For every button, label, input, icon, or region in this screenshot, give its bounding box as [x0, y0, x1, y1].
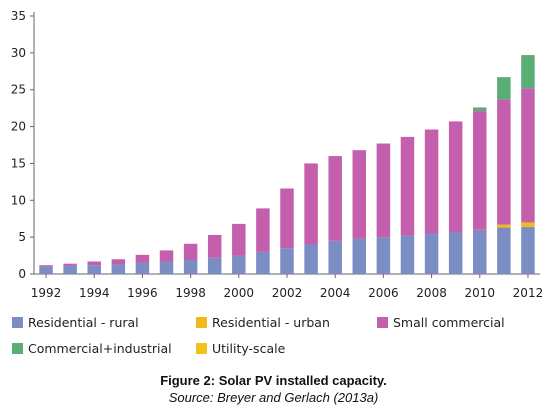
bar-segment	[87, 265, 101, 274]
bar-segment	[232, 255, 246, 274]
x-tick-label: 2008	[416, 286, 447, 300]
bar-segment	[328, 156, 342, 241]
legend-label: Commercial+industrial	[28, 341, 172, 356]
bar-segment	[352, 238, 367, 274]
bar-segment	[448, 121, 463, 232]
bar-segment	[521, 226, 535, 274]
bar-segment	[521, 222, 535, 227]
bar-segment	[63, 265, 77, 274]
y-tick-label: 30	[11, 46, 26, 60]
bar-segment	[497, 99, 511, 225]
bar-segment	[232, 223, 246, 256]
chart: 0 5 10 15 20 25 30 35 1992 1994 1996 1998 2000 2002 20…	[11, 9, 544, 356]
x-tick-label: 2000	[224, 286, 255, 300]
legend-label: Residential - rural	[28, 315, 139, 330]
bar-segment	[280, 188, 294, 249]
bar-segment	[497, 224, 511, 228]
bar-segment	[159, 250, 174, 262]
y-tick-label: 35	[11, 9, 26, 23]
x-tick-label: 1996	[127, 286, 158, 300]
bar-segment	[183, 243, 198, 260]
caption-title: Figure 2: Solar PV installed capacity.	[160, 373, 387, 388]
x-tick-label: 1994	[79, 286, 110, 300]
bar-segment	[328, 240, 342, 274]
bar-segment	[63, 263, 77, 266]
bar-segment	[207, 234, 222, 258]
x-tick-label: 2012	[513, 286, 544, 300]
x-tick-label: 2004	[320, 286, 351, 300]
legend-swatch	[377, 317, 388, 328]
tick-labels: 0 5 10 15 20 25 30 35 1992 1994 1996 1998 2000 2002 20…	[11, 9, 544, 300]
bar-segment	[473, 229, 487, 274]
bar-segment	[159, 261, 174, 274]
bar-segment	[400, 235, 415, 274]
bar-segment	[183, 259, 198, 274]
y-tick-label: 20	[11, 120, 26, 134]
legend: Residential - rural Residential - urban Sm…	[12, 315, 505, 356]
bar-segment	[376, 237, 391, 274]
bar-segment	[497, 77, 511, 100]
legend-label: Residential - urban	[212, 315, 330, 330]
bar-segment	[400, 136, 415, 236]
bar-segment	[376, 143, 391, 238]
bar-segment	[304, 163, 318, 245]
bar-segment	[135, 262, 150, 274]
legend-swatch	[12, 317, 23, 328]
x-tick-label: 2002	[272, 286, 303, 300]
caption-source: Source: Breyer and Gerlach (2013a)	[168, 390, 379, 405]
bar-segment	[111, 264, 126, 274]
legend-label: Small commercial	[393, 315, 505, 330]
legend-swatch	[196, 317, 207, 328]
bar-segment	[135, 254, 150, 263]
legend-label: Utility-scale	[212, 341, 286, 356]
bars	[39, 55, 535, 274]
bar-segment	[448, 231, 463, 274]
legend-swatch	[12, 343, 23, 354]
bar-segment	[521, 88, 535, 223]
bar-segment	[424, 233, 439, 274]
legend-swatch	[196, 343, 207, 354]
bar-segment	[280, 248, 294, 274]
y-tick-label: 0	[18, 267, 26, 281]
y-tick-label: 15	[11, 156, 26, 170]
x-tick-label: 2010	[464, 286, 495, 300]
bar-segment	[39, 265, 53, 267]
bar-segment	[424, 129, 439, 234]
bar-segment	[521, 55, 535, 89]
bar-segment	[87, 261, 101, 266]
x-tick-label: 2006	[368, 286, 399, 300]
bar-segment	[111, 259, 126, 265]
bar-segment	[352, 150, 367, 239]
bar-segment	[304, 244, 318, 274]
bar-segment	[256, 208, 270, 252]
bar-segment	[39, 266, 53, 274]
x-tick-label: 1992	[31, 286, 62, 300]
bar-segment	[256, 251, 270, 274]
bar-segment	[207, 257, 222, 274]
y-tick-label: 10	[11, 193, 26, 207]
bar-segment	[473, 111, 487, 230]
bar-segment	[497, 227, 511, 274]
y-tick-label: 25	[11, 83, 26, 97]
figure-caption: Figure 2: Solar PV installed capacity. S…	[0, 372, 547, 406]
x-tick-label: 1998	[175, 286, 206, 300]
bar-segment	[473, 107, 487, 112]
y-tick-label: 5	[18, 230, 26, 244]
